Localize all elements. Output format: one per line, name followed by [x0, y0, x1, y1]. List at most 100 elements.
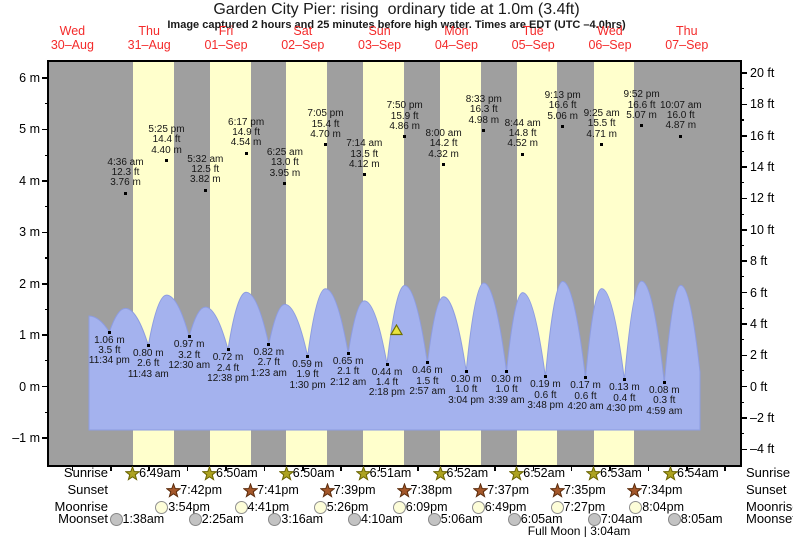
- day-label-date: 06–Sep: [588, 37, 632, 52]
- tide-label-line: 2:18 pm: [368, 387, 406, 399]
- day-label-name: Sun: [368, 24, 391, 38]
- low-tide-dot: [425, 361, 429, 365]
- sunrise-time: 6:49am: [139, 465, 181, 480]
- tide-label-line: 5.07 m: [626, 110, 657, 121]
- left-axis-major-tick: [42, 283, 49, 285]
- tide-label-line: 15.4 ft: [311, 118, 340, 130]
- moonset-time: 6:05am: [520, 511, 563, 526]
- tide-label-line: 4.87 m: [665, 120, 697, 132]
- high-tide-dot: [362, 173, 366, 177]
- row-label-right-moonrise: Moonrise: [746, 499, 793, 514]
- high-tide-dot: [561, 124, 565, 128]
- tide-label-line: 12:38 pm: [207, 372, 249, 384]
- right-axis-minor-tick: [740, 370, 744, 372]
- moonrise-time: 5:26pm: [326, 499, 369, 514]
- x-axis-tick: [378, 467, 381, 471]
- tide-label-line: 0.72 m: [212, 352, 244, 364]
- sunset-star-icon: [243, 482, 259, 498]
- left-axis-tick-label: 3 m: [19, 225, 40, 240]
- tide-label-line: 12.5 ft: [191, 164, 220, 175]
- tide-label-line: 4.40 m: [151, 144, 182, 156]
- tide-label-line: 8:33 pm: [465, 93, 502, 105]
- tide-label-line: 4:36 am: [107, 156, 144, 168]
- high-tide-dot: [324, 143, 327, 147]
- left-axis-minor-tick: [45, 205, 49, 208]
- left-axis-tick-label: 2 m: [19, 276, 40, 291]
- high-tide-dot: [600, 142, 604, 146]
- moonset-time: 8:05am: [680, 511, 723, 526]
- right-axis-tick-label: 10 ft: [750, 222, 775, 237]
- high-tide-label: 8:33 pm 16.3 ft 4.98 m: [452, 93, 516, 126]
- day-label-date: 05–Sep: [511, 37, 555, 52]
- moonset-circle-icon: [507, 512, 521, 526]
- right-axis-major-tick: [740, 323, 747, 325]
- day-label-date: 02–Sep: [281, 37, 325, 52]
- sunrise-time: 6:53am: [600, 465, 642, 480]
- tide-label-line: 9:25 am: [583, 107, 620, 119]
- tide-label-line: 0.97 m: [173, 339, 205, 351]
- sunrise-star-icon: [202, 465, 217, 481]
- tide-label-line: 0.6 ft: [534, 389, 557, 401]
- tide-label-line: 7:14 am: [346, 138, 383, 150]
- high-tide-dot: [482, 128, 486, 132]
- sunrise-star-icon: [355, 465, 371, 481]
- tide-label-line: 1.9 ft: [296, 369, 319, 381]
- day-label-date: 31–Aug: [127, 37, 171, 52]
- moonrise-time: 3:54pm: [168, 499, 210, 514]
- tide-label-line: 14.2 ft: [429, 138, 458, 150]
- high-tide-dot: [244, 151, 248, 155]
- x-axis-tick: [686, 467, 688, 471]
- y-axis-line-left: [47, 60, 49, 467]
- left-axis-minor-tick: [45, 154, 49, 156]
- sunset-time: 7:39pm: [333, 482, 376, 497]
- moonset-time: 5:06am: [440, 511, 483, 526]
- moonset-circle-icon: [109, 512, 123, 526]
- sunrise-star-icon: [586, 465, 602, 481]
- row-label-right-sunset: Sunset: [746, 482, 787, 497]
- day-label-name: Sat: [293, 24, 313, 38]
- moonrise-circle-icon: [629, 500, 643, 514]
- low-tide-dot: [306, 354, 310, 358]
- tide-label-line: 0.80 m: [133, 347, 164, 359]
- tide-label-line: 4.70 m: [310, 129, 341, 141]
- left-axis-minor-tick: [45, 411, 49, 413]
- row-label-right-moonset: Moonset: [746, 511, 793, 526]
- row-label-left-moonset: Moonset: [58, 511, 108, 526]
- day-label-date: 01–Sep: [204, 37, 248, 52]
- tide-label-line: 0.3 ft: [653, 395, 676, 407]
- sunset-time: 7:38pm: [410, 482, 453, 497]
- left-axis-minor-tick: [45, 308, 49, 310]
- high-tide-dot: [442, 162, 446, 166]
- high-tide-dot: [640, 124, 644, 128]
- tide-label-line: 11:34 pm: [88, 355, 130, 367]
- tide-label-line: 0.65 m: [332, 355, 364, 367]
- tide-label-line: 2.7 ft: [257, 357, 280, 369]
- row-label-left-moonrise: Moonrise: [54, 499, 108, 514]
- tide-label-line: 0.30 m: [450, 373, 482, 385]
- chart-subtitle: Image captured 2 hours and 25 minutes be…: [167, 19, 626, 31]
- sunrise-time: 6:54am: [677, 465, 719, 480]
- tide-label-line: 0.19 m: [530, 379, 561, 391]
- tide-label-line: 6:25 am: [266, 146, 303, 158]
- tide-label-line: 15.9 ft: [390, 110, 419, 122]
- sunrise-star-icon: [278, 465, 294, 481]
- tide-label-line: 12.3 ft: [111, 167, 140, 178]
- high-tide-dot: [521, 152, 525, 156]
- moonrise-time: 8:04pm: [642, 499, 684, 514]
- right-axis-major-tick: [740, 103, 747, 106]
- low-tide-label: 0.44 m 1.4 ft 2:18 pm: [355, 367, 419, 399]
- low-tide-label: 0.08 m 0.3 ft 4:59 am: [632, 385, 696, 417]
- x-axis-tick: [609, 467, 611, 471]
- tide-label-line: 16.3 ft: [469, 104, 498, 116]
- right-axis-tick-label: 20 ft: [750, 66, 775, 80]
- left-axis-tick-label: 1 m: [19, 328, 40, 343]
- moonrise-circle-icon: [471, 500, 485, 514]
- sunrise-star-icon: [432, 465, 448, 481]
- tide-label-line: 3.2 ft: [178, 349, 201, 361]
- high-tide-label: 10:07 am 16.0 ft 4.87 m: [649, 100, 713, 132]
- moonset-circle-icon: [587, 512, 601, 526]
- sunset-star-icon: [550, 482, 565, 498]
- left-axis-major-tick: [42, 334, 49, 336]
- sunrise-time: 6:52am: [446, 465, 489, 480]
- high-tide-dot: [124, 191, 127, 195]
